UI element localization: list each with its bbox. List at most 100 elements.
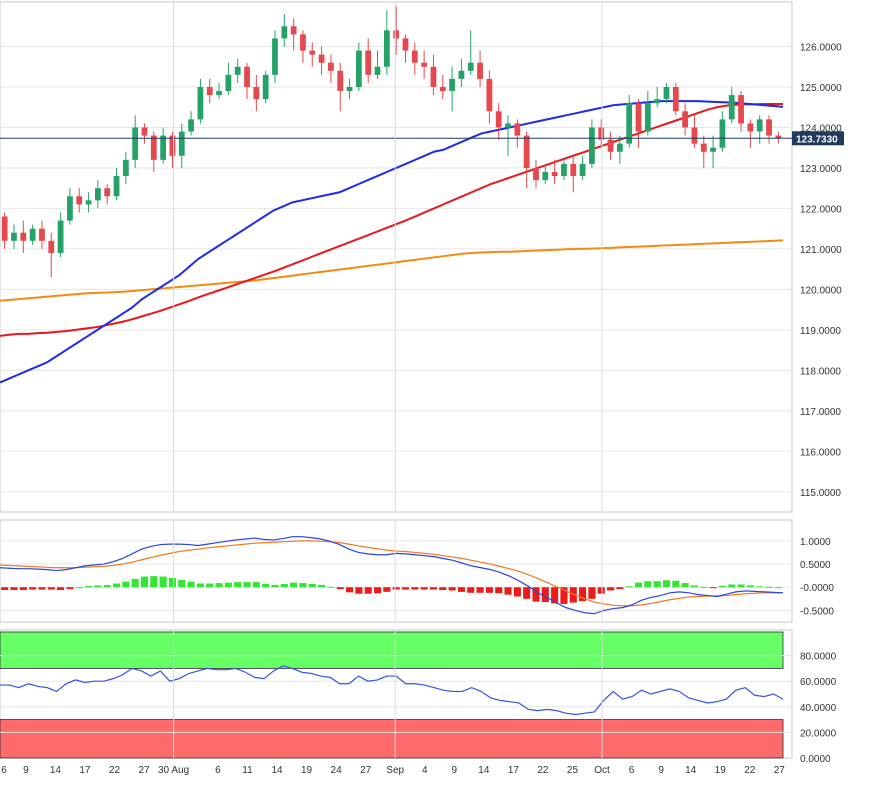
macd-histogram-bar (140, 576, 149, 588)
candle-body (244, 66, 250, 87)
candle-body (607, 139, 614, 152)
macd-histogram-bar (392, 587, 400, 590)
candle-body (756, 119, 763, 132)
candle-body (682, 111, 689, 128)
candle-body (551, 172, 558, 177)
macd-histogram-bar (131, 578, 139, 588)
candle-body (710, 147, 716, 152)
candle-body (160, 135, 167, 160)
candle-body (67, 196, 73, 221)
x-tick-label: Sep (386, 765, 404, 776)
rsi-oversold-zone (0, 719, 784, 759)
candle-body (104, 188, 111, 197)
macd-histogram-bar (448, 587, 456, 591)
candle-body (738, 95, 744, 124)
macd-histogram-bar (485, 587, 493, 593)
candle-body (1, 216, 8, 241)
macd-histogram-bar (597, 587, 605, 594)
candle-body (449, 78, 455, 92)
macd-histogram-bar (318, 584, 326, 588)
candle-body (85, 200, 92, 205)
macd-histogram-bar (112, 583, 121, 588)
x-tick-label: 4 (422, 765, 428, 776)
x-tick-label: 14 (685, 765, 697, 776)
macd-histogram-bar (616, 587, 624, 590)
macd-histogram-bar (625, 586, 633, 588)
macd-histogram-bar (569, 587, 577, 603)
macd-histogram-bar (47, 587, 55, 590)
macd-histogram-bar (737, 584, 745, 588)
macd-histogram-bar (467, 587, 475, 593)
macd-histogram-bar (607, 587, 615, 591)
candle-body (598, 127, 605, 140)
macd-histogram-bar (495, 587, 503, 594)
candle-body (477, 62, 483, 79)
macd-histogram-bar (364, 587, 372, 594)
candle-body (728, 95, 735, 120)
sma-fast-line (0, 100, 784, 384)
macd-histogram-bar (224, 582, 232, 588)
candle-body (486, 78, 493, 112)
candle-body (188, 119, 194, 132)
candle-body (141, 127, 148, 136)
candle-body (672, 87, 679, 112)
macd-histogram-bar (290, 582, 298, 588)
price-panel: 126.0000 125.0000 124.0000 123.0000 122.0000… (0, 1, 844, 513)
macd-histogram-bar (765, 586, 773, 588)
candle-body (411, 50, 418, 63)
macd-tick-label: 1.0000 (800, 537, 831, 548)
candle-body (523, 135, 530, 168)
candle-body (150, 135, 157, 160)
x-tick-label: 22 (744, 765, 756, 776)
price-panel-frame (0, 1, 793, 513)
x-tick-label: 30 Aug (158, 765, 189, 776)
price-tick-label: 124.0000 (800, 123, 842, 134)
candle-body (505, 123, 511, 128)
macd-histogram-bar (85, 585, 93, 588)
macd-histogram-bar (644, 581, 652, 588)
candle-body (169, 135, 176, 156)
macd-panel: 1.0000 0.5000 -0.0000 -0.5000 (0, 519, 834, 623)
price-tick-label: 122.0000 (800, 204, 842, 215)
macd-tick-label: 0.5000 (800, 560, 831, 571)
rsi-tick-label: 20.0000 (800, 728, 837, 739)
candle-body (430, 66, 437, 87)
candle-body (644, 103, 651, 132)
macd-histogram-bar (560, 587, 568, 604)
x-tick-label: 17 (79, 765, 91, 776)
price-tick-label: 120.0000 (800, 285, 842, 296)
macd-histogram-bar (187, 581, 195, 588)
candle-body (570, 163, 577, 177)
price-tick-label: 123.0000 (800, 164, 842, 175)
price-tick-label: 117.0000 (800, 407, 841, 418)
candle-body (197, 87, 204, 120)
candle-body (328, 62, 334, 71)
candle-body (39, 228, 45, 241)
price-tick-label: 121.0000 (800, 245, 842, 256)
candle-body (439, 87, 446, 92)
candle-body (11, 232, 17, 241)
macd-histogram-bar (66, 587, 74, 590)
candle-body (178, 131, 185, 156)
candle-body (262, 74, 269, 100)
macd-histogram-bar (718, 585, 726, 588)
x-tick-label: 14 (271, 765, 283, 776)
macd-histogram-bar (662, 580, 671, 588)
rsi-tick-label: 0.0000 (800, 754, 831, 765)
macd-histogram-bar (588, 587, 596, 599)
x-axis: 6 9 14 17 22 27 30 Aug 6 11 14 19 24 27 Sep 4 9 14 17 22 25… (1, 2, 785, 776)
candle-body (579, 163, 586, 177)
macd-histogram-bar (252, 582, 260, 588)
candle-body (421, 62, 428, 67)
x-tick-label: 27 (138, 765, 150, 776)
macd-histogram-bar (196, 583, 204, 588)
rsi-tick-label: 80.0000 (800, 652, 837, 663)
macd-panel-frame (0, 519, 793, 623)
candle-body (253, 87, 260, 100)
candle-body (374, 66, 381, 75)
macd-histogram-bar (774, 587, 782, 589)
macd-histogram-bar (271, 584, 279, 588)
macd-histogram-bar (355, 587, 363, 594)
macd-histogram-bar (653, 581, 661, 588)
macd-histogram-bar (159, 576, 167, 588)
